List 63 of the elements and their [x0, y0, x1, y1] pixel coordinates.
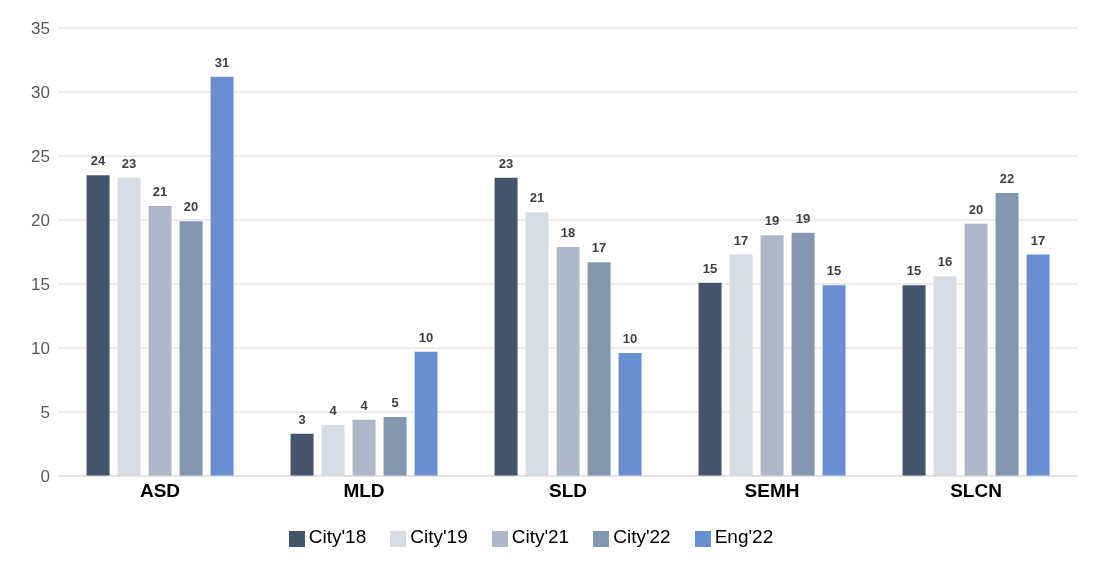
legend-label: City'19 [410, 526, 468, 547]
y-tick-label: 10 [31, 339, 50, 359]
data-label: 10 [418, 329, 434, 345]
data-label: 23 [121, 155, 137, 171]
data-label: 31 [214, 54, 230, 70]
x-tick-label: SLD [549, 480, 587, 502]
legend-label: City'21 [511, 526, 570, 547]
x-tick-label: SEMH [744, 480, 800, 502]
bar [352, 419, 376, 476]
data-label: 15 [702, 260, 718, 276]
data-label: 22 [999, 171, 1015, 187]
bar [383, 417, 407, 476]
bar [148, 205, 172, 476]
data-label: 23 [498, 155, 514, 171]
data-label: 18 [560, 224, 576, 240]
bar [556, 246, 580, 476]
data-label: 24 [90, 153, 107, 169]
data-label: 15 [826, 263, 842, 279]
data-label: 16 [937, 254, 953, 270]
x-tick-label: SLCN [950, 480, 1002, 502]
y-tick-label: 35 [31, 19, 50, 39]
bar [86, 175, 110, 476]
data-label: 10 [622, 331, 638, 347]
bar [414, 351, 438, 476]
bar [618, 353, 642, 476]
y-tick-label: 15 [31, 275, 50, 295]
bar [494, 177, 518, 476]
bar [698, 282, 722, 476]
data-label: 4 [329, 402, 338, 418]
legend-label: City'22 [613, 526, 671, 547]
y-tick-label: 30 [31, 83, 50, 103]
legend-label: Eng'22 [714, 526, 774, 547]
y-tick-label: 25 [31, 147, 50, 167]
data-label: 17 [1030, 232, 1046, 248]
data-label: 20 [968, 201, 984, 217]
bar [290, 433, 314, 476]
x-tick-label: MLD [343, 480, 385, 502]
legend-label: City'18 [308, 526, 367, 547]
data-label: 20 [183, 199, 199, 215]
data-label: 21 [529, 190, 545, 206]
data-label: 21 [152, 183, 168, 199]
y-tick-label: 5 [40, 403, 50, 423]
bar [964, 223, 988, 476]
bar [210, 76, 234, 476]
bar [822, 285, 846, 476]
data-label: 19 [764, 213, 780, 229]
bar [791, 232, 815, 476]
data-label: 3 [298, 411, 306, 427]
data-label: 15 [906, 263, 922, 279]
bar [760, 235, 784, 476]
data-label: 5 [391, 395, 399, 411]
data-label: 17 [591, 240, 607, 256]
data-label: 4 [360, 397, 369, 413]
bar [179, 221, 203, 476]
y-tick-label: 0 [40, 467, 50, 487]
bar [902, 285, 926, 476]
y-tick-label: 20 [31, 211, 50, 231]
bar [995, 193, 1019, 476]
bar [587, 262, 611, 476]
bar [1026, 254, 1050, 476]
data-label: 19 [795, 210, 811, 226]
x-tick-label: ASD [139, 480, 181, 502]
data-label: 17 [733, 232, 749, 248]
